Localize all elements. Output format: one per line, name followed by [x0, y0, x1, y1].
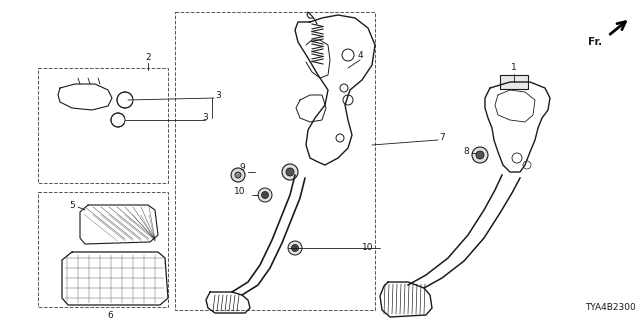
Text: 3: 3	[202, 114, 208, 123]
Text: 3: 3	[215, 92, 221, 100]
Circle shape	[231, 168, 245, 182]
Text: Fr.: Fr.	[588, 37, 602, 47]
Text: 7: 7	[439, 133, 445, 142]
Bar	[38, 68, 168, 183]
Circle shape	[476, 151, 484, 159]
Text: 8: 8	[463, 148, 469, 156]
Bar	[175, 12, 375, 310]
Circle shape	[262, 191, 269, 198]
Text: 9: 9	[239, 164, 245, 172]
Bar	[500, 75, 528, 89]
Text: 6: 6	[107, 310, 113, 319]
Circle shape	[291, 244, 298, 252]
Text: 1: 1	[511, 63, 517, 73]
Circle shape	[472, 147, 488, 163]
Text: 10: 10	[362, 244, 374, 252]
Circle shape	[235, 172, 241, 178]
Circle shape	[282, 164, 298, 180]
Circle shape	[288, 241, 302, 255]
Circle shape	[258, 188, 272, 202]
Text: TYA4B2300: TYA4B2300	[584, 303, 636, 313]
Text: 2: 2	[145, 53, 151, 62]
Circle shape	[286, 168, 294, 176]
Bar	[38, 192, 168, 307]
Text: 5: 5	[69, 201, 75, 210]
Text: 4: 4	[357, 51, 363, 60]
Text: 10: 10	[234, 188, 246, 196]
